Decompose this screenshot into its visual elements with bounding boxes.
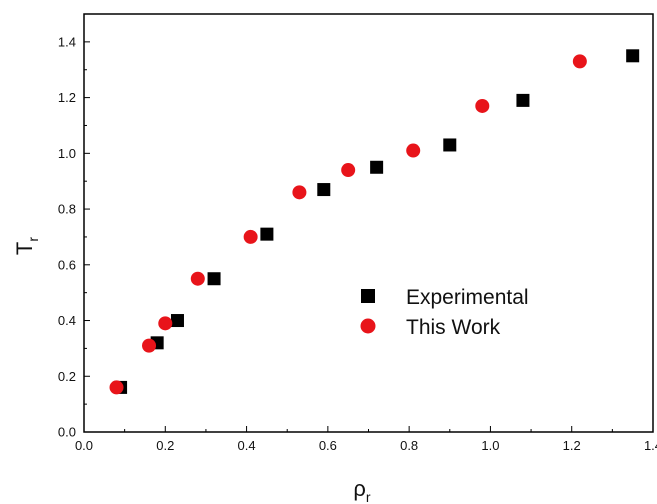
experimental-point xyxy=(317,183,331,197)
y-tick-label: 0.4 xyxy=(58,313,76,328)
data-points xyxy=(109,49,640,395)
this-work-point xyxy=(292,185,307,200)
x-axis-label: ρr xyxy=(353,476,371,504)
y-axis-label-subscript: r xyxy=(25,237,41,242)
x-tick-label: 0.8 xyxy=(400,438,418,453)
this-work-point xyxy=(243,229,258,244)
x-axis-label-subscript: r xyxy=(366,489,371,504)
legend-label-experimental: Experimental xyxy=(406,286,529,309)
experimental-point xyxy=(207,272,221,286)
legend-circle-marker xyxy=(360,318,376,334)
y-tick-label: 1.0 xyxy=(58,146,76,161)
x-tick-label: 1.0 xyxy=(481,438,499,453)
experimental-point xyxy=(443,138,457,152)
this-work-point xyxy=(109,380,124,395)
experimental-point xyxy=(516,93,530,107)
this-work-point xyxy=(475,98,490,113)
experimental-point xyxy=(370,160,384,174)
legend-square-marker xyxy=(361,289,375,303)
y-tick-label: 1.4 xyxy=(58,34,76,49)
y-tick-label: 0.8 xyxy=(58,202,76,217)
x-tick-label: 0.4 xyxy=(238,438,256,453)
x-tick-label: 1.4 xyxy=(644,438,657,453)
this-work-point xyxy=(406,143,421,158)
this-work-point xyxy=(142,338,157,353)
y-tick-label: 0.0 xyxy=(58,425,76,440)
experimental-point xyxy=(626,49,640,63)
x-tick-label: 1.2 xyxy=(563,438,581,453)
experimental-point xyxy=(170,314,184,328)
plot-frame xyxy=(83,13,654,433)
x-tick-label: 0.6 xyxy=(319,438,337,453)
legend-label-this-work: This Work xyxy=(406,316,501,339)
y-axis-ticks: 0.0 0.2 0.4 0.6 0.8 1.0 1.2 1.4 xyxy=(58,34,90,440)
y-tick-label: 0.2 xyxy=(58,369,76,384)
this-work-point xyxy=(190,271,205,286)
this-work-point xyxy=(572,54,587,69)
this-work-point xyxy=(158,316,173,331)
this-work-point xyxy=(341,163,356,178)
y-tick-label: 1.2 xyxy=(58,90,76,105)
x-axis-ticks: 0.0 0.2 0.4 0.6 0.8 1.0 1.2 1.4 xyxy=(75,426,657,453)
x-tick-label: 0.0 xyxy=(75,438,93,453)
legend: Experimental This Work xyxy=(360,286,529,339)
experimental-point xyxy=(260,227,274,241)
y-tick-label: 0.6 xyxy=(58,257,76,272)
x-tick-label: 0.2 xyxy=(156,438,174,453)
y-axis-label: Tr xyxy=(12,237,41,255)
